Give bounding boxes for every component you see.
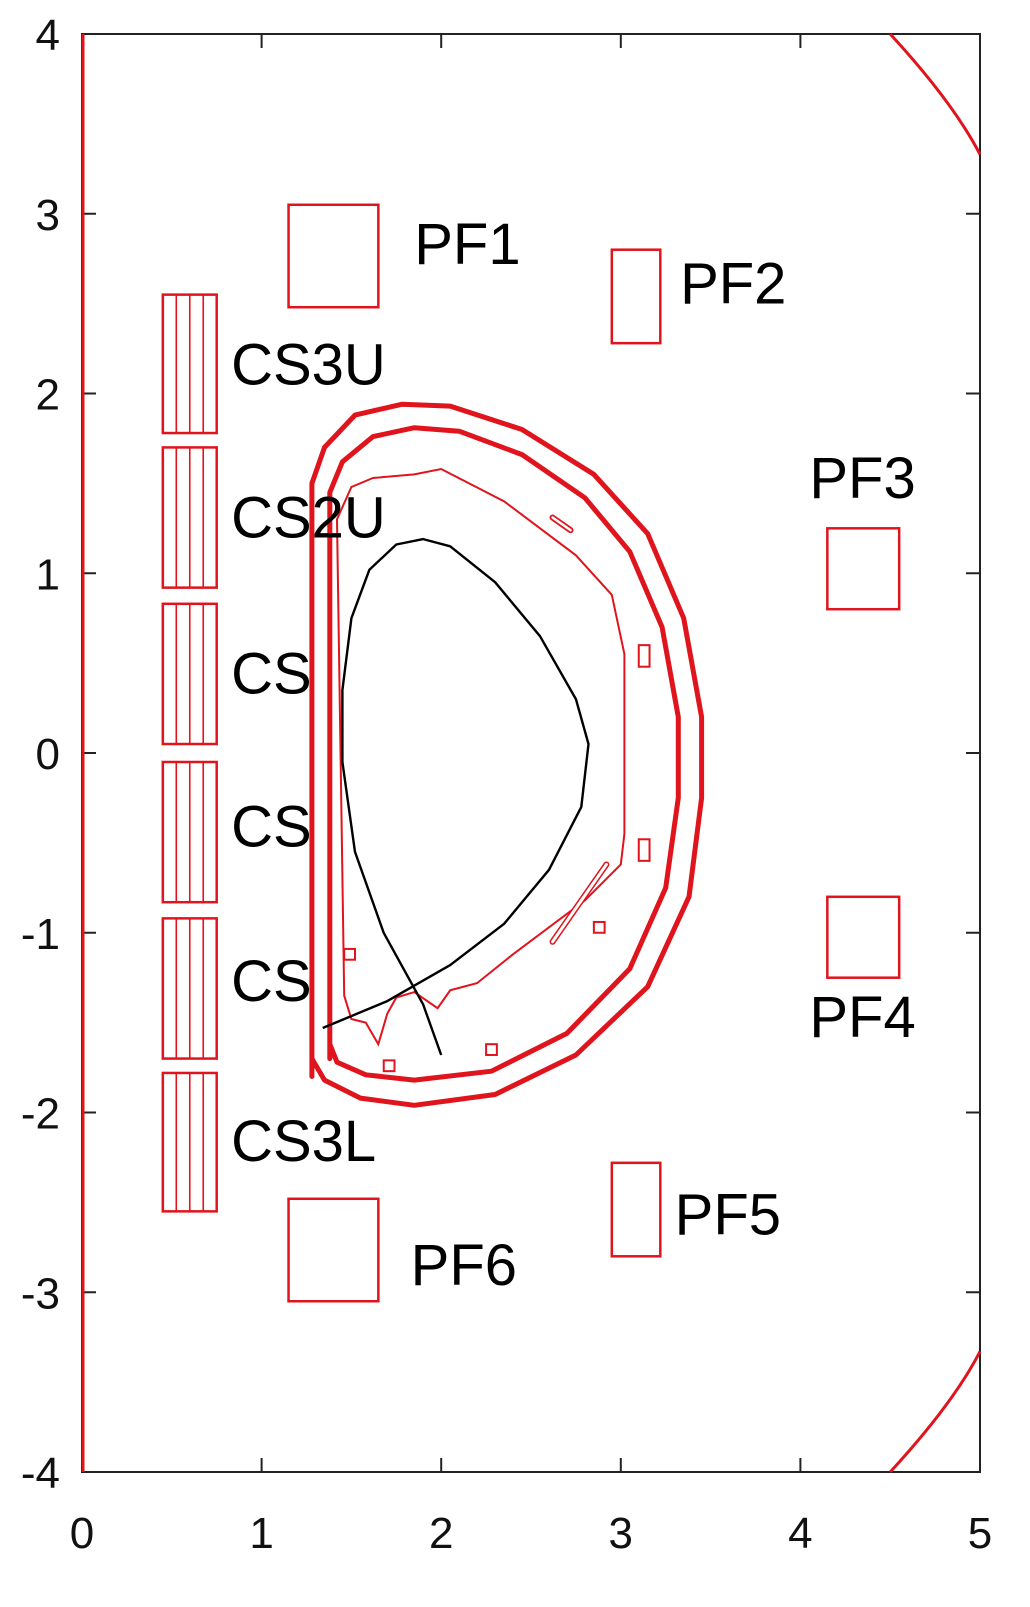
machine-geometry bbox=[81, 32, 982, 1474]
x-tick-label: 5 bbox=[968, 1509, 992, 1558]
coil-label-pf1: PF1 bbox=[414, 212, 520, 277]
y-tick-label: -4 bbox=[21, 1449, 60, 1498]
in-vessel-component bbox=[637, 838, 651, 862]
x-tick-label: 2 bbox=[429, 1509, 453, 1558]
plasma-separatrix bbox=[322, 537, 590, 1056]
axes: 0 1 2 3 4 5 4 3 2 1 0 -1 -2 -3 -4 bbox=[21, 11, 992, 1558]
in-vessel-component bbox=[382, 1059, 396, 1073]
coil-label-pf6: PF6 bbox=[411, 1233, 517, 1298]
pf-coil-pf3 bbox=[826, 527, 901, 611]
y-tick-label: 2 bbox=[36, 371, 60, 420]
pf-coil-pf4 bbox=[826, 895, 901, 979]
in-vessel-component bbox=[343, 947, 356, 961]
pf-coil-pf2 bbox=[610, 248, 662, 345]
in-vessel-component bbox=[485, 1043, 498, 1056]
x-tick-label: 3 bbox=[609, 1509, 633, 1558]
in-vessel-component bbox=[592, 920, 606, 934]
pf-coil-pf1 bbox=[287, 203, 380, 309]
y-tick-label: -3 bbox=[21, 1269, 60, 1318]
y-tick-label: 4 bbox=[36, 11, 60, 60]
y-tick-label: -2 bbox=[21, 1090, 60, 1139]
y-tick-label: -1 bbox=[21, 910, 60, 959]
cryostat-arc bbox=[889, 32, 982, 156]
coil-label-pf2: PF2 bbox=[680, 252, 786, 317]
coil-label-cs2u: CS2U bbox=[231, 485, 386, 550]
x-tick-label: 1 bbox=[249, 1509, 273, 1558]
coil-label-pf3: PF3 bbox=[809, 446, 915, 511]
y-tick-label: 1 bbox=[36, 550, 60, 599]
vacuum-vessel-outer-shell bbox=[309, 401, 705, 1108]
vacuum-vessel-inner-shell bbox=[327, 425, 681, 1083]
plot-frame bbox=[81, 33, 981, 1473]
coil-label-cs2l: CS bbox=[231, 949, 312, 1014]
in-vessel-component bbox=[637, 644, 651, 668]
y-tick-label: 0 bbox=[36, 730, 60, 779]
coil-label-cs1l: CS bbox=[231, 794, 312, 859]
cryostat-arc bbox=[889, 1350, 982, 1474]
y-tick-label: 3 bbox=[36, 191, 60, 240]
coil-label-pf5: PF5 bbox=[675, 1183, 781, 1248]
coil-labels: PF1 PF2 PF3 PF4 PF5 PF6 CS3U CS2U CS CS CS CS3L bbox=[231, 212, 916, 1298]
in-vessel-coil-inner bbox=[551, 516, 572, 532]
first-wall-contour bbox=[335, 467, 626, 1047]
coil-label-pf4: PF4 bbox=[809, 985, 915, 1050]
pf-coil-pf6 bbox=[287, 1197, 380, 1303]
pf-coil-pf5 bbox=[610, 1161, 662, 1258]
coil-label-cs3l: CS3L bbox=[231, 1109, 376, 1174]
coil-label-cs3u: CS3U bbox=[231, 333, 386, 398]
coil-label-cs1u: CS bbox=[231, 642, 312, 707]
x-tick-label: 0 bbox=[70, 1509, 94, 1558]
x-tick-label: 4 bbox=[788, 1509, 812, 1558]
antenna-plate-inner bbox=[551, 862, 608, 944]
